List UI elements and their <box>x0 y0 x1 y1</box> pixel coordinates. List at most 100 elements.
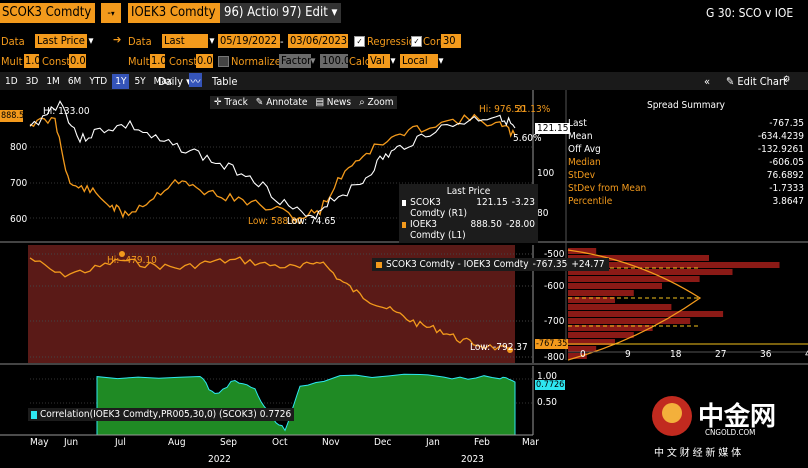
news-icon: ▤ <box>315 97 324 108</box>
price-field-1-dropdown-icon[interactable]: ▾ <box>88 34 94 47</box>
histogram-bar <box>568 353 587 359</box>
track-tool[interactable]: ✛ Track <box>214 97 248 108</box>
normalize-checkbox-icon[interactable] <box>218 56 229 67</box>
spread-line <box>29 256 511 351</box>
operator-select[interactable]: -▾ <box>101 3 121 23</box>
ticker1-input[interactable]: SCOK3 Comdty <box>0 3 95 23</box>
mult-input-2[interactable]: 1.0 <box>150 54 167 68</box>
price-field-2-dropdown-icon[interactable]: ▾ <box>209 34 215 47</box>
const-input-2[interactable]: 0.0 <box>196 54 213 68</box>
histogram-tick: 0 <box>580 349 586 360</box>
corr-legend-val: 0.7726 <box>259 409 292 420</box>
legend-chg-1: -3.23 <box>511 197 535 208</box>
period-tab-6m[interactable]: 6M <box>67 76 82 87</box>
white-low-label: Low: 74.65 <box>287 216 336 227</box>
spread-swatch <box>376 262 382 268</box>
page-title: G 30: SCO v IOE <box>706 6 794 20</box>
histogram-bar <box>568 283 662 289</box>
summary-value: 76.6892 <box>766 170 804 181</box>
dropdown-icon: ▾ <box>110 9 115 18</box>
correlation-area <box>96 373 516 436</box>
local-dropdown-icon[interactable]: ▾ <box>438 54 444 67</box>
period-tab-1m[interactable]: 1M <box>46 76 60 87</box>
const-input[interactable]: 0.0 <box>69 54 86 68</box>
zoom-tool[interactable]: ⌕ Zoom <box>359 97 393 108</box>
corr-last-marker: 0.7726 <box>535 380 566 390</box>
histogram-bar <box>568 262 780 268</box>
month-label: Nov <box>322 437 340 448</box>
white-high-label: Hi: 133.00 <box>43 106 90 117</box>
factor-select[interactable]: Factor <box>279 54 312 68</box>
spread-legend-name: SCOK3 Comdty - IOEK3 Comdty <box>386 259 529 270</box>
calc-label: Calc <box>349 55 371 68</box>
summary-key: Last <box>568 118 587 129</box>
news-label: News <box>326 97 352 108</box>
summary-key: Off Avg <box>568 144 601 155</box>
mult-input[interactable]: 1.0 <box>24 54 41 68</box>
legend-name-1: SCOK3 Comdty (R1) <box>410 197 468 219</box>
last-price-legend: Last Price SCOK3 Comdty (R1) 121.15 -3.23 … <box>399 184 538 243</box>
right-pct-label: 5.60% <box>513 133 542 144</box>
spread-tick-700: -700 <box>544 316 565 327</box>
orange-high-label: Hi: 976.50 <box>479 104 526 115</box>
spread-high-dot <box>119 251 125 257</box>
pencil-icon: ✎ <box>255 97 264 108</box>
spread-legend: SCOK3 Comdty - IOEK3 Comdty -767.35 +24.… <box>372 258 609 271</box>
corr-tick-1: 1.00 <box>537 371 558 382</box>
local-select[interactable]: Local <box>400 54 438 68</box>
spread-high-label: Hi: -479.10 <box>107 255 157 266</box>
summary-value: 3.8647 <box>772 196 804 207</box>
period-tab-1d[interactable]: 1D <box>5 76 18 87</box>
summary-row: StDev from Mean -1.7333 <box>568 182 804 195</box>
calc-select[interactable]: Val <box>368 54 390 68</box>
calc-dropdown-icon[interactable]: ▾ <box>390 54 396 67</box>
factor-value-input[interactable]: 100.0 <box>320 54 351 68</box>
right-price-marker: 121.15 <box>535 123 571 134</box>
chart-tools: ✛ Track ✎ Annotate ▤ News ⌕ Zoom <box>210 96 398 109</box>
month-label: Mar <box>522 437 539 448</box>
track-label: Track <box>224 97 248 108</box>
spread-legend-chg: +24.77 <box>571 259 605 270</box>
year-2023: 2023 <box>461 454 484 465</box>
corr-period-input[interactable]: 30 <box>441 34 461 48</box>
annotate-tool[interactable]: ✎ Annotate <box>256 97 308 108</box>
summary-row: Mean -634.4239 <box>568 130 804 143</box>
histogram-bar <box>568 290 634 296</box>
regression-label: Regression <box>367 35 422 48</box>
table-button[interactable]: Table <box>212 75 238 88</box>
month-label: Oct <box>272 437 288 448</box>
chart-type-icon[interactable]: 〰 <box>189 73 202 88</box>
factor-dropdown-icon[interactable]: ▾ <box>310 54 316 67</box>
left-tick-700: 700 <box>10 178 28 189</box>
mult-label: Mult <box>1 55 23 68</box>
period-tab-5y[interactable]: 5Y <box>134 76 146 87</box>
spread-tick-500: -500 <box>544 249 565 260</box>
histogram-x-axis: 0 9 18 27 36 45 <box>570 349 808 361</box>
price-field-2[interactable]: Last Price <box>162 34 208 61</box>
spread-summary-panel: Spread Summary Last -767.35 Mean -634.4239 O… <box>568 100 804 208</box>
corr-checkbox-icon[interactable]: ✓ <box>411 36 422 47</box>
edit-chart-button[interactable]: ✎ Edit Chart <box>726 75 787 88</box>
period-tab-1y[interactable]: 1Y <box>112 74 130 89</box>
start-date-input[interactable]: 05/19/2022 <box>218 34 280 48</box>
summary-value: -1.7333 <box>769 183 804 194</box>
frequency-select[interactable]: Daily ▾ <box>158 75 192 88</box>
left-tick-600: 600 <box>10 214 28 225</box>
summary-row: Percentile 3.8647 <box>568 195 804 208</box>
period-tab-3d[interactable]: 3D <box>25 76 39 87</box>
spread-tick-800: -800 <box>544 352 565 363</box>
spread-legend-val: -767.35 <box>532 259 568 270</box>
period-tab-ytd[interactable]: YTD <box>89 76 108 87</box>
zoom-label: Zoom <box>367 97 394 108</box>
annotate-label: Annotate <box>266 97 308 108</box>
collapse-icon[interactable]: « <box>704 75 711 88</box>
period-tab-max[interactable]: Max <box>153 76 173 87</box>
news-tool[interactable]: ▤ News <box>315 97 351 108</box>
ticker2-input[interactable]: IOEK3 Comdty <box>128 3 221 23</box>
price-field-1[interactable]: Last Price <box>35 34 87 48</box>
end-date-input[interactable]: 03/06/2023 <box>288 34 348 48</box>
edit-button[interactable]: 97) Edit ▾ <box>278 3 342 23</box>
regression-checkbox-icon[interactable]: ✓ <box>354 36 365 47</box>
summary-title: Spread Summary <box>647 100 725 111</box>
settings-icon[interactable]: ⚙ <box>783 75 791 85</box>
